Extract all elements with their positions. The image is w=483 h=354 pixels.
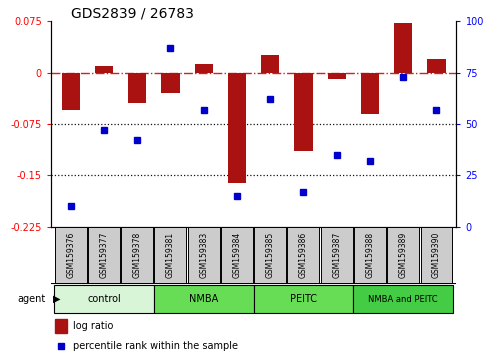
Bar <box>128 73 146 103</box>
FancyBboxPatch shape <box>321 227 353 282</box>
FancyBboxPatch shape <box>188 227 220 282</box>
Text: GSM159389: GSM159389 <box>399 232 408 278</box>
Text: GSM159381: GSM159381 <box>166 232 175 278</box>
Text: GSM159388: GSM159388 <box>366 232 374 278</box>
FancyBboxPatch shape <box>254 227 286 282</box>
FancyBboxPatch shape <box>254 285 354 314</box>
FancyBboxPatch shape <box>88 227 120 282</box>
Bar <box>228 73 246 183</box>
Text: GSM159390: GSM159390 <box>432 232 441 278</box>
Text: PEITC: PEITC <box>290 294 317 304</box>
Bar <box>161 73 180 93</box>
Text: NMBA and PEITC: NMBA and PEITC <box>369 295 438 304</box>
Bar <box>327 73 346 79</box>
FancyBboxPatch shape <box>387 227 419 282</box>
Bar <box>95 66 113 73</box>
FancyBboxPatch shape <box>421 227 453 282</box>
Bar <box>394 23 412 73</box>
Text: GSM159376: GSM159376 <box>66 232 75 278</box>
Bar <box>361 73 379 114</box>
Bar <box>195 64 213 73</box>
FancyBboxPatch shape <box>154 285 254 314</box>
Text: log ratio: log ratio <box>73 321 114 331</box>
Bar <box>427 59 446 73</box>
Text: ▶: ▶ <box>53 294 61 304</box>
Bar <box>61 73 80 110</box>
Text: GSM159387: GSM159387 <box>332 232 341 278</box>
Text: GSM159378: GSM159378 <box>133 232 142 278</box>
Text: GSM159384: GSM159384 <box>232 232 242 278</box>
FancyBboxPatch shape <box>121 227 153 282</box>
FancyBboxPatch shape <box>354 285 453 314</box>
Bar <box>294 73 313 151</box>
FancyBboxPatch shape <box>287 227 319 282</box>
Text: GSM159385: GSM159385 <box>266 232 275 278</box>
Text: agent: agent <box>18 294 46 304</box>
FancyBboxPatch shape <box>155 227 186 282</box>
Text: GDS2839 / 26783: GDS2839 / 26783 <box>71 6 194 20</box>
FancyBboxPatch shape <box>354 227 386 282</box>
Text: percentile rank within the sample: percentile rank within the sample <box>73 341 238 351</box>
FancyBboxPatch shape <box>54 285 154 314</box>
Text: GSM159386: GSM159386 <box>299 232 308 278</box>
Text: control: control <box>87 294 121 304</box>
FancyBboxPatch shape <box>221 227 253 282</box>
Bar <box>261 56 279 73</box>
Text: GSM159377: GSM159377 <box>99 232 108 278</box>
Text: GSM159383: GSM159383 <box>199 232 208 278</box>
Bar <box>55 319 67 333</box>
Text: NMBA: NMBA <box>189 294 218 304</box>
FancyBboxPatch shape <box>55 227 86 282</box>
